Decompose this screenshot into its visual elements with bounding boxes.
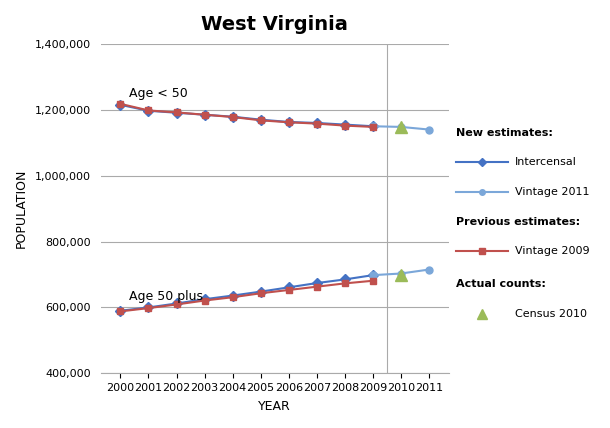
Text: Age < 50: Age < 50	[129, 87, 188, 100]
Text: New estimates:: New estimates:	[456, 128, 553, 138]
Text: Intercensal: Intercensal	[515, 158, 576, 167]
Text: Vintage 2009: Vintage 2009	[515, 247, 589, 256]
X-axis label: YEAR: YEAR	[258, 400, 291, 413]
Text: Actual counts:: Actual counts:	[456, 279, 545, 289]
Text: Age 50 plus: Age 50 plus	[129, 289, 203, 303]
Y-axis label: POPULATION: POPULATION	[15, 169, 28, 248]
Text: Census 2010: Census 2010	[515, 309, 587, 319]
Title: West Virginia: West Virginia	[201, 15, 348, 34]
Text: Previous estimates:: Previous estimates:	[456, 217, 580, 227]
Text: Vintage 2011: Vintage 2011	[515, 187, 589, 197]
